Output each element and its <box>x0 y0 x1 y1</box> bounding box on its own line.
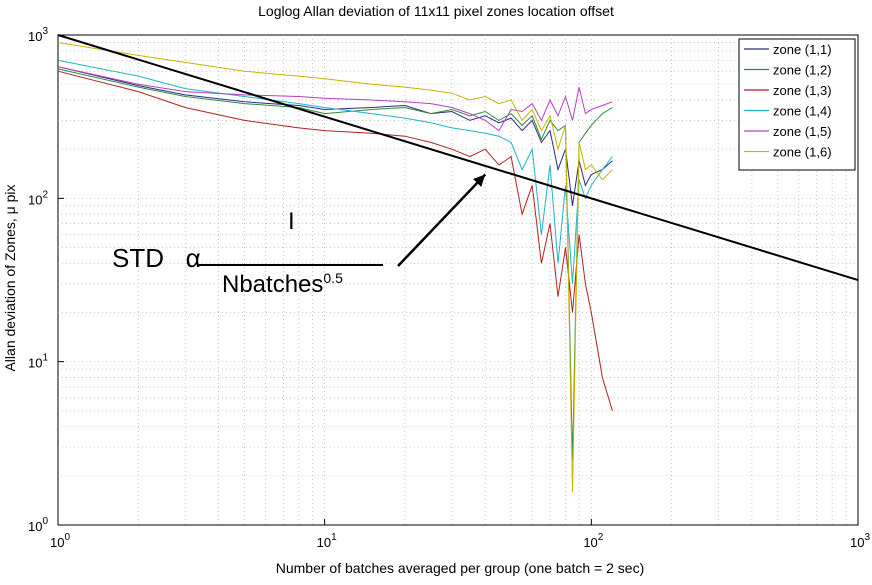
legend-label: zone (1,2) <box>773 63 832 78</box>
x-tick-label: 102 <box>583 532 603 550</box>
y-tick-label: 103 <box>28 26 48 44</box>
y-tick-label: 101 <box>28 353 48 371</box>
y-tick-base: 10 <box>28 519 42 534</box>
y-tick-base: 10 <box>28 29 42 44</box>
y-tick-label: 100 <box>28 516 48 534</box>
chart-title: Loglog Allan deviation of 11x11 pixel zo… <box>258 3 614 19</box>
annotation-alpha-symbol: α <box>185 243 201 273</box>
annotation-numerator: I <box>288 208 295 235</box>
legend-box <box>738 38 856 171</box>
legend-label: zone (1,6) <box>773 145 832 160</box>
x-tick-base: 10 <box>583 535 597 550</box>
y-tick-exponent: 0 <box>42 516 48 527</box>
y-tick-base: 10 <box>28 356 42 371</box>
series-group <box>57 42 613 492</box>
reference-line-group <box>57 34 859 282</box>
reference-line <box>57 34 859 282</box>
y-tick-exponent: 3 <box>42 26 48 37</box>
x-tick-exponent: 0 <box>64 532 70 543</box>
y-tick-exponent: 2 <box>42 189 48 200</box>
legend-label: zone (1,4) <box>773 104 832 119</box>
series-line-5 <box>57 66 613 132</box>
x-tick-exponent: 2 <box>598 532 604 543</box>
x-tick-exponent: 3 <box>864 532 870 543</box>
y-tick-base: 10 <box>28 192 42 207</box>
annotation-std-text: STD <box>112 243 164 273</box>
x-tick-label: 100 <box>50 532 70 550</box>
annotation-arrow <box>397 173 487 267</box>
annotation-arrowhead <box>473 174 486 187</box>
y-axis-label: Allan deviation of Zones, μ pix <box>2 184 18 372</box>
x-tick-base: 10 <box>850 535 864 550</box>
y-tick-exponent: 1 <box>42 353 48 364</box>
annotation-denominator-text: Nbatches <box>222 271 324 298</box>
x-tick-base: 10 <box>317 535 331 550</box>
legend-label: zone (1,3) <box>773 83 832 98</box>
legend: zone (1,1) zone (1,2) zone (1,3) zone (1,4)… <box>738 38 856 171</box>
legend-label: zone (1,1) <box>773 42 832 57</box>
annotation-arrow-group <box>198 173 487 267</box>
series-line-3 <box>57 70 613 411</box>
annotation-exponent: 0.5 <box>323 270 343 286</box>
legend-label: zone (1,5) <box>773 124 832 139</box>
series-line-6 <box>57 42 613 492</box>
y-tick-label: 102 <box>28 189 48 207</box>
x-tick-label: 103 <box>850 532 870 550</box>
grid <box>58 35 858 525</box>
plot-area <box>57 34 859 526</box>
x-axis-label: Number of batches averaged per group (on… <box>275 560 645 576</box>
x-tick-base: 10 <box>50 535 64 550</box>
x-tick-label: 101 <box>317 532 337 550</box>
x-tick-exponent: 1 <box>331 532 337 543</box>
annotation-prefix: STD α <box>112 243 201 274</box>
annotation-denominator: Nbatches0.5 <box>222 270 343 299</box>
